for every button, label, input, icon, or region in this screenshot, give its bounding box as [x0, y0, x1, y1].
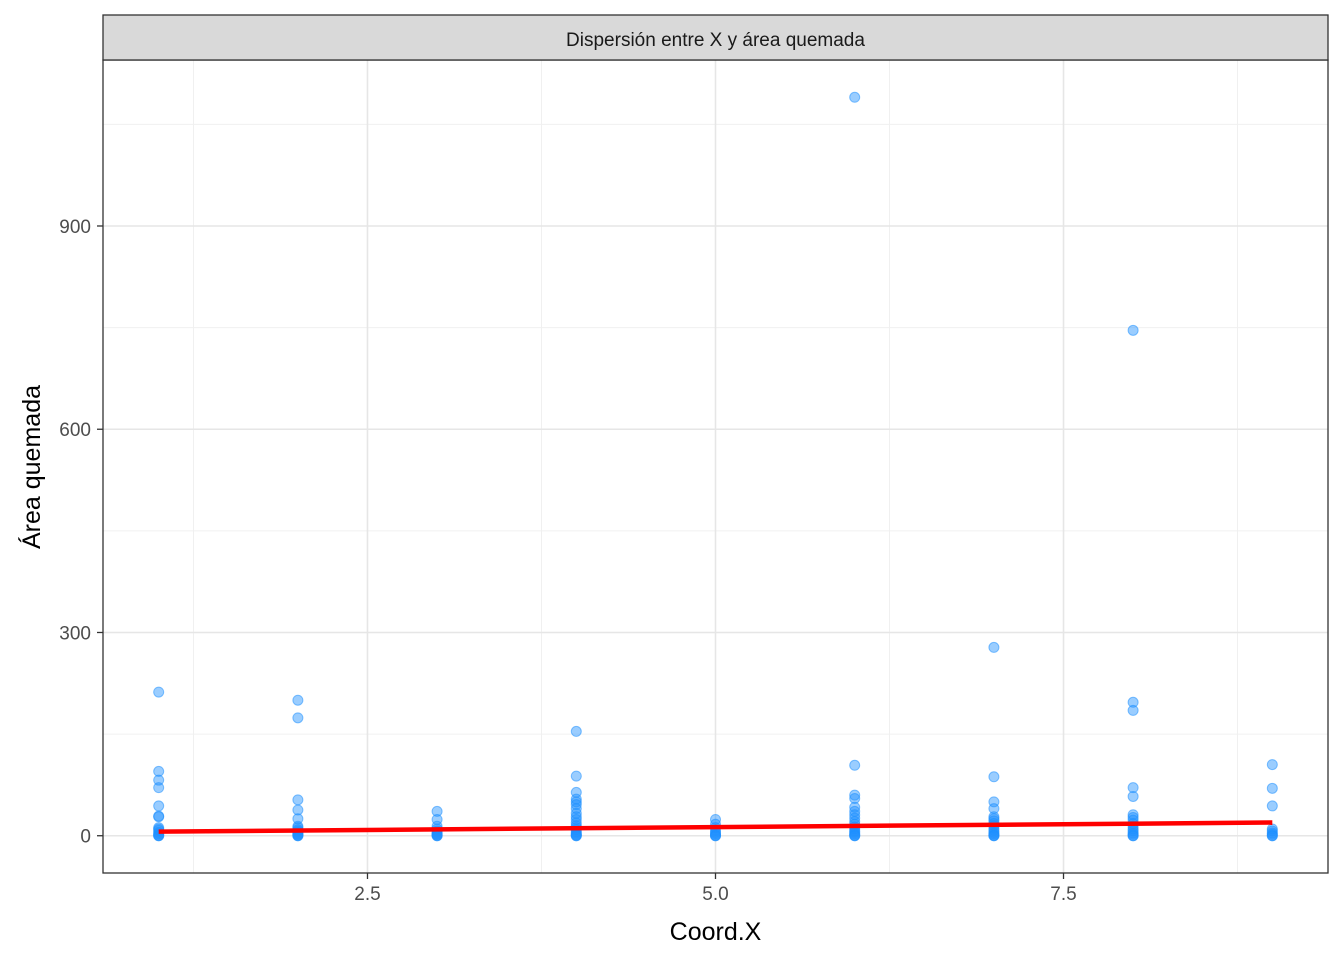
data-point — [431, 830, 443, 842]
grid-major — [103, 60, 1328, 873]
data-point — [710, 830, 721, 842]
y-tick-label: 600 — [59, 420, 91, 441]
data-point — [1127, 696, 1139, 708]
data-point — [1127, 782, 1139, 794]
data-point — [570, 725, 582, 737]
trend-line-group — [158, 820, 1273, 834]
y-tick-label: 300 — [59, 623, 91, 644]
data-point — [1266, 800, 1278, 812]
data-point — [849, 91, 861, 103]
facet-strip — [102, 14, 1329, 61]
data-point — [570, 770, 582, 782]
data-point — [570, 811, 582, 823]
data-point — [153, 686, 165, 698]
data-point — [153, 800, 165, 812]
data-point — [292, 794, 304, 806]
data-point — [849, 759, 861, 771]
y-tick-label: 0 — [80, 827, 91, 848]
data-point — [292, 694, 304, 706]
data-point — [1127, 830, 1139, 842]
x-axis-title: Coord.X — [670, 918, 762, 946]
y-axis-ticks: 0 300 600 900 — [59, 217, 103, 848]
data-point — [1266, 759, 1278, 771]
data-point — [1266, 830, 1278, 842]
data-point — [153, 774, 165, 786]
data-point — [153, 811, 165, 823]
data-point — [1127, 790, 1139, 802]
data-point — [1127, 324, 1139, 336]
data-point — [292, 813, 304, 825]
data-point — [570, 807, 582, 819]
data-point — [988, 830, 1000, 842]
data-point — [849, 789, 861, 801]
data-point — [153, 782, 165, 794]
data-point — [849, 792, 861, 804]
y-axis-title: Área quemada — [17, 385, 46, 549]
x-tick-label: 5.0 — [702, 884, 728, 905]
data-point — [570, 830, 582, 842]
facet-title: Dispersión entre X y área quemada — [566, 30, 865, 51]
data-point — [292, 712, 304, 724]
x-tick-label: 2.5 — [354, 884, 380, 905]
data-point — [849, 801, 861, 813]
data-point — [153, 765, 165, 777]
data-point — [1127, 704, 1139, 716]
data-point — [570, 799, 582, 811]
x-axis-ticks: 2.5 5.0 7.5 — [354, 873, 1077, 905]
data-point — [849, 812, 861, 824]
data-point — [292, 804, 304, 816]
data-point — [988, 771, 1000, 783]
data-point — [849, 830, 861, 842]
data-point — [988, 641, 1000, 653]
x-tick-label: 7.5 — [1050, 884, 1076, 905]
y-tick-label: 900 — [59, 217, 91, 238]
trend-line — [158, 820, 1273, 834]
data-point — [431, 805, 443, 817]
data-point — [1266, 782, 1278, 794]
